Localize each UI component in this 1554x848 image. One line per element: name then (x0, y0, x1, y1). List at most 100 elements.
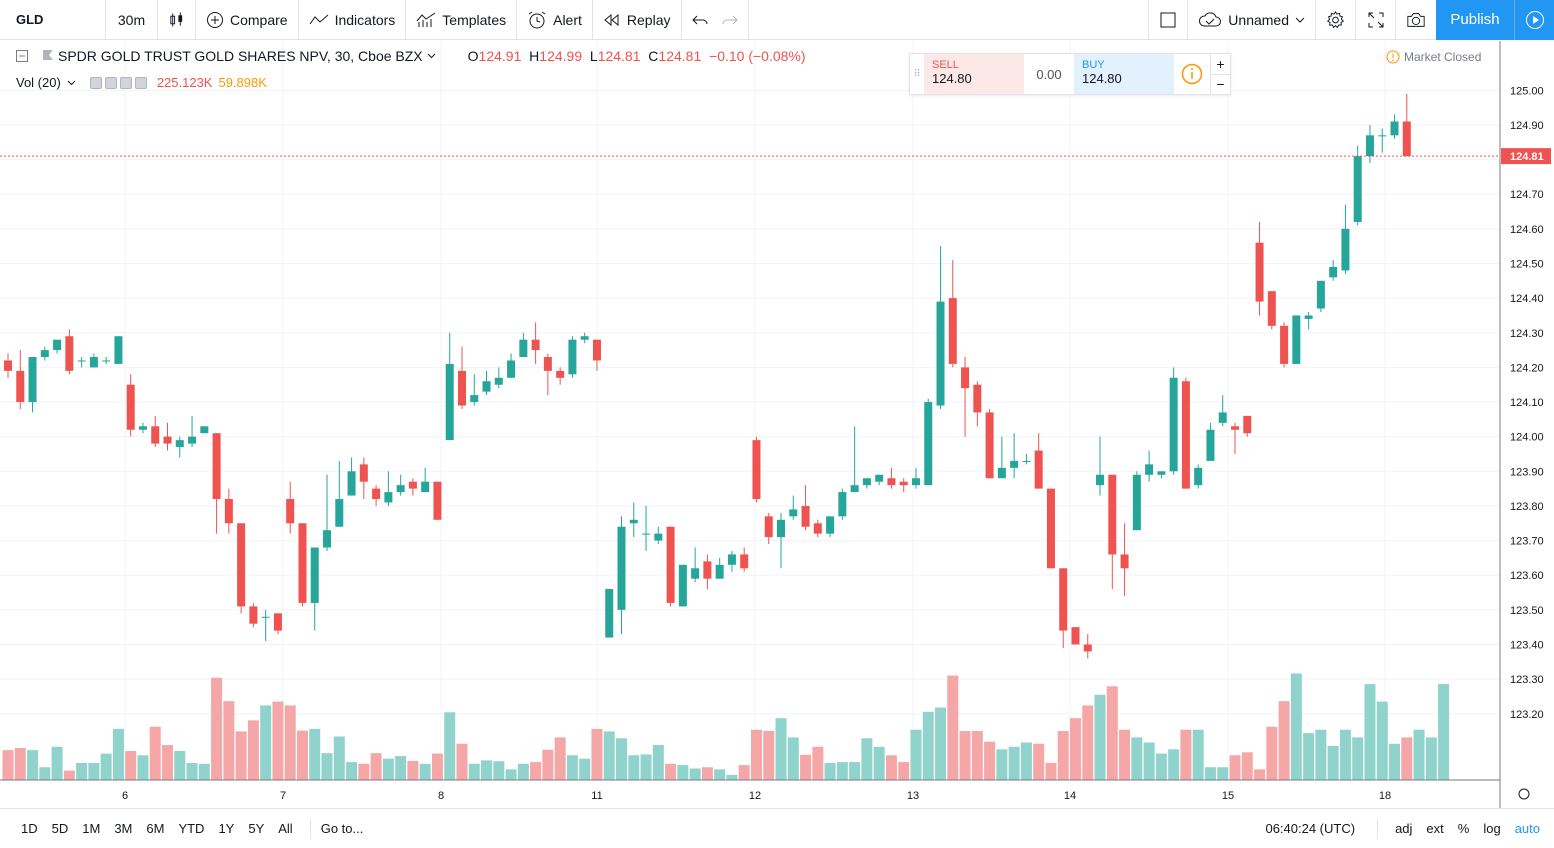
candle-body (494, 377, 503, 385)
log-toggle[interactable]: log (1483, 821, 1501, 836)
volume-bar (628, 755, 640, 780)
volume-bar (505, 769, 517, 780)
flag-icon[interactable] (42, 49, 54, 63)
publish-label: Publish (1450, 11, 1500, 28)
volume-bar (1217, 767, 1229, 780)
indicators-label: Indicators (334, 11, 396, 28)
layout-name-button[interactable]: Unnamed (1188, 0, 1316, 40)
range-all[interactable]: All (278, 821, 293, 836)
symbol-search-button[interactable]: GLD (0, 0, 106, 40)
candle-body (1255, 242, 1264, 302)
auto-toggle[interactable]: auto (1514, 821, 1540, 836)
gear-icon[interactable] (1518, 788, 1530, 800)
candle-body (126, 384, 135, 430)
volume-bar (517, 763, 529, 780)
collapse-icon[interactable] (16, 50, 28, 62)
volume-bar (898, 762, 910, 780)
compare-button[interactable]: Compare (196, 0, 299, 40)
gear-icon (1326, 10, 1345, 28)
goto-button[interactable]: Go to... (320, 821, 364, 836)
volume-bar (616, 738, 627, 780)
volume-bar (358, 763, 370, 780)
candle-body (1181, 381, 1190, 489)
candle-body (605, 589, 614, 638)
symbol-title[interactable]: SPDR GOLD TRUST GOLD SHARES NPV, 30, Cbo… (58, 48, 423, 64)
gear-icon[interactable] (104, 76, 117, 89)
chevron-down-icon[interactable] (427, 53, 436, 59)
buy-button[interactable]: BUY 124.80 (1074, 54, 1174, 94)
indicators-button[interactable]: Indicators (299, 0, 407, 40)
close-icon[interactable] (134, 76, 147, 89)
volume-bar (88, 762, 100, 780)
close-label: C (648, 48, 659, 64)
volume-bar (873, 746, 885, 780)
chart-style-button[interactable] (158, 0, 196, 40)
volume-bar (63, 770, 75, 780)
volume-bar (149, 726, 161, 780)
candle-body (16, 370, 25, 403)
ext-toggle[interactable]: ext (1426, 821, 1444, 836)
info-button[interactable] (1174, 54, 1210, 94)
chevron-down-icon[interactable] (67, 80, 76, 86)
candle-body (1341, 228, 1350, 271)
volume-bar (1045, 762, 1057, 780)
range-1d[interactable]: 1D (21, 821, 38, 836)
range-6m[interactable]: 6M (146, 821, 165, 836)
candle-body (642, 533, 651, 535)
templates-button[interactable]: Templates (406, 0, 518, 40)
volume-bar (714, 769, 726, 780)
sell-button[interactable]: SELL 124.80 (924, 54, 1024, 94)
candle-body (789, 509, 798, 517)
layout-name-label: Unnamed (1228, 11, 1289, 28)
range-1m[interactable]: 1M (82, 821, 101, 836)
range-5y[interactable]: 5Y (248, 821, 265, 836)
interval-button[interactable]: 30m (106, 0, 158, 40)
candle-body (997, 467, 1006, 479)
last-price-badge (1501, 148, 1551, 165)
volume-bar (640, 754, 652, 780)
range-5d[interactable]: 5D (51, 821, 69, 836)
candle-body (1231, 426, 1239, 430)
redo-button[interactable] (712, 0, 749, 40)
volume-bar (1364, 684, 1376, 780)
candle-body (826, 516, 835, 534)
minus-button[interactable]: − (1216, 76, 1225, 93)
eye-icon[interactable] (89, 76, 102, 89)
chart-canvas[interactable]: 125.00 124.90 124.80 124.70 124.60 124.50 124.… (0, 41, 1554, 808)
fullscreen-layout-button[interactable] (1148, 0, 1189, 40)
price-tick-label: 123.50 (1510, 605, 1544, 617)
range-1y[interactable]: 1Y (218, 821, 235, 836)
settings-button[interactable] (1316, 0, 1356, 40)
candle-body (813, 523, 822, 534)
fullscreen-button[interactable] (1356, 0, 1396, 40)
volume-bar (1266, 726, 1278, 780)
replay-button[interactable]: Replay (593, 0, 682, 40)
publish-video-button[interactable] (1514, 0, 1554, 40)
publish-button[interactable]: Publish (1436, 0, 1514, 40)
range-3m[interactable]: 3M (114, 821, 133, 836)
volume-bar (235, 731, 247, 780)
volume-bar (296, 730, 308, 780)
plus-icon[interactable] (119, 76, 132, 89)
divider (309, 818, 311, 839)
volume-bar (1315, 729, 1327, 780)
drag-handle-icon[interactable]: ⠿ (913, 68, 921, 80)
alert-button[interactable]: Alert (517, 0, 593, 40)
volume-value: 225.123K (156, 75, 213, 90)
candles-icon (170, 11, 183, 27)
candle-body (482, 381, 491, 392)
volume-bar (419, 763, 431, 780)
adj-toggle[interactable]: adj (1395, 821, 1413, 836)
percent-toggle[interactable]: % (1457, 821, 1470, 836)
candle-body (151, 426, 160, 444)
volume-bar (542, 749, 554, 780)
volume-study-label[interactable]: Vol (20) (16, 75, 61, 90)
volume-bar (1254, 769, 1266, 780)
info-icon (1181, 63, 1203, 85)
snapshot-button[interactable] (1396, 0, 1436, 40)
undo-button[interactable] (682, 0, 712, 40)
plus-button[interactable]: + (1211, 54, 1230, 75)
volume-bar (1119, 729, 1131, 780)
volume-bar (726, 774, 738, 780)
range-ytd[interactable]: YTD (178, 821, 205, 836)
